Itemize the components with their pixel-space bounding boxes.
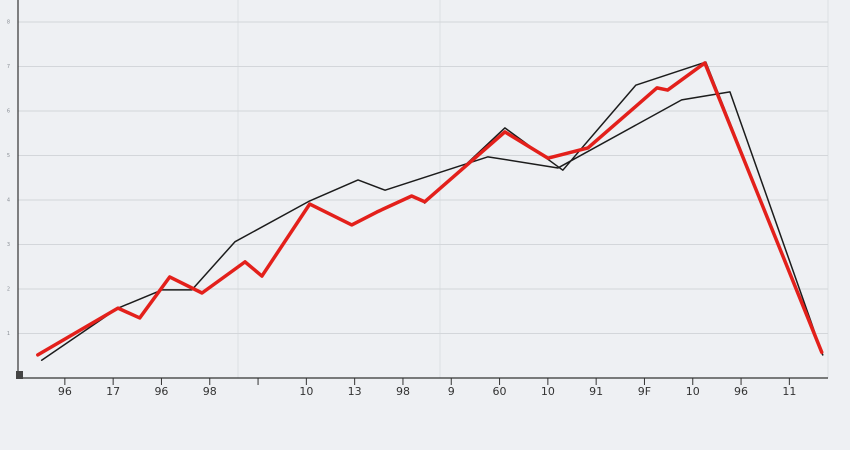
x-tick-label: 98 xyxy=(396,385,410,398)
corner-mark xyxy=(16,371,23,379)
grid: 1 2 3 4 5 6 7 8 xyxy=(7,20,828,337)
x-tick-label: 13 xyxy=(348,385,362,398)
x-tick-label: 11 xyxy=(782,385,796,398)
y-tick-label: 2 xyxy=(7,287,10,293)
x-tick-label: 96 xyxy=(58,385,72,398)
series-line xyxy=(36,61,824,357)
x-tick-label: 10 xyxy=(299,385,313,398)
x-tick-label: 91 xyxy=(589,385,603,398)
y-tick-label: 7 xyxy=(7,64,10,70)
x-tick-label: 9 xyxy=(448,385,455,398)
x-tick-label: 60 xyxy=(493,385,507,398)
x-tick-label: 9F xyxy=(638,385,651,398)
x-tick-label: 96 xyxy=(154,385,168,398)
x-tick-label: 17 xyxy=(106,385,120,398)
x-tick-label: 98 xyxy=(203,385,217,398)
y-tick-label: 6 xyxy=(7,109,10,115)
y-tick-label: 1 xyxy=(7,331,10,337)
x-tick-label: 10 xyxy=(686,385,700,398)
x-tick-label: 96 xyxy=(734,385,748,398)
y-tick-label: 8 xyxy=(7,20,10,26)
x-axis-labels: 96 17 96 98 10 13 98 9 60 10 91 9F 10 96 11 xyxy=(58,378,796,398)
y-tick-label: 5 xyxy=(7,153,10,159)
x-tick-label: 10 xyxy=(541,385,555,398)
y-tick-label: 3 xyxy=(7,242,10,248)
y-tick-label: 4 xyxy=(7,198,10,204)
lines xyxy=(36,61,824,361)
